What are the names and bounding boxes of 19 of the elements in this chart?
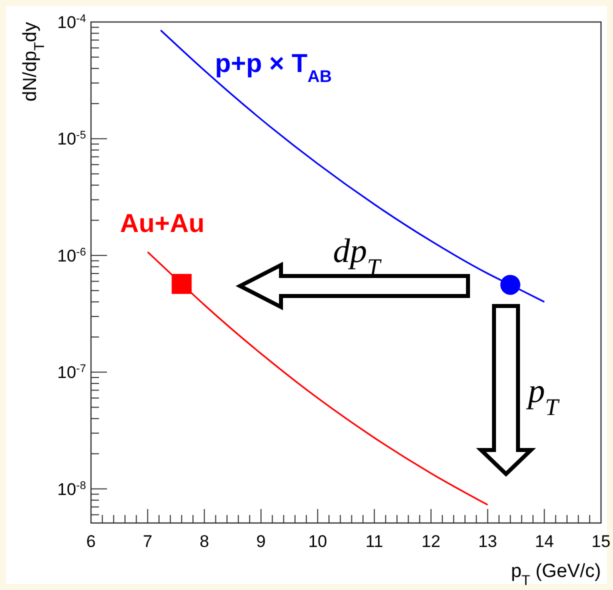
y-tick-label: 10$^{-4}$ [57, 13, 86, 32]
x-tick-label: 13 [478, 532, 498, 551]
x-tick-label: 15 [592, 532, 610, 551]
y-tick-label: 10$^{-5}$ [57, 130, 86, 149]
x-tick-label: 14 [534, 532, 554, 551]
x-tick-label: 12 [422, 532, 440, 551]
y-tick-label: 10$^{-8}$ [57, 480, 86, 499]
x-tick-label: 6 [86, 532, 96, 551]
annotation: p$_{T}$ [526, 373, 560, 421]
series-label: p+p × T$_{AB}$ [215, 48, 332, 86]
x-tick-label: 7 [142, 532, 152, 551]
x-tick-label: 8 [200, 532, 210, 551]
series-label: Au+Au [120, 208, 204, 238]
x-axis-title: p$_{T}$ (GeV/c) [510, 561, 601, 589]
x-tick-label: 10 [308, 532, 328, 551]
x-tick-label: 9 [256, 532, 266, 551]
y-tick-label: 10$^{-7}$ [57, 363, 86, 382]
x-tick-label: 11 [366, 532, 384, 551]
y-tick-label: 10$^{-6}$ [57, 246, 86, 266]
